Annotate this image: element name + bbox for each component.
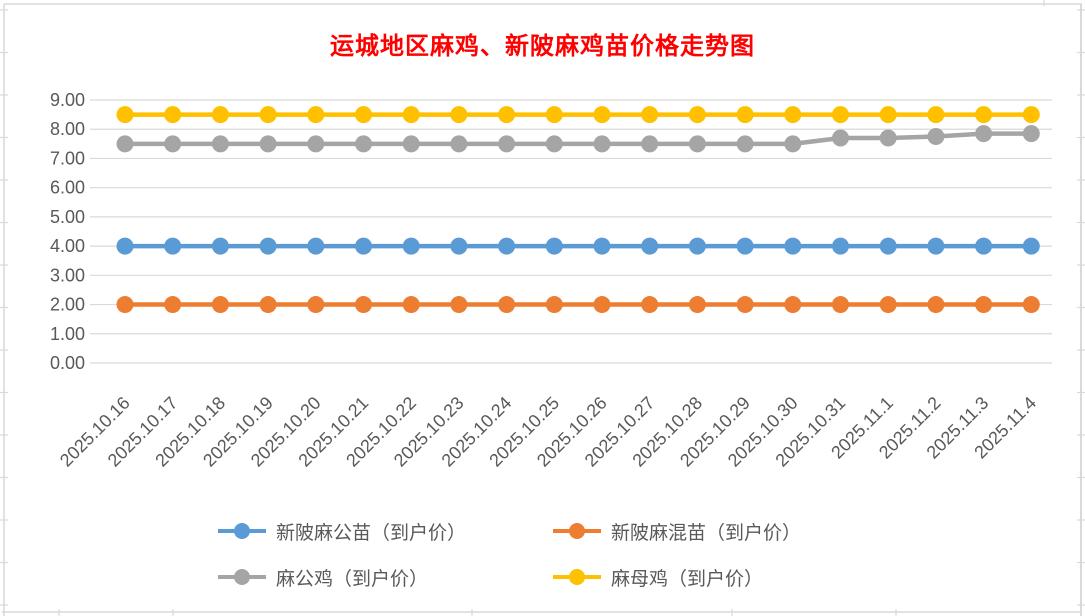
series-point-3	[879, 106, 897, 124]
y-axis-tick-label: 8.00	[50, 119, 85, 139]
series-point-2	[211, 135, 229, 153]
series-point-2	[498, 135, 516, 153]
series-point-0	[259, 237, 277, 255]
series-point-1	[593, 296, 611, 314]
series-point-1	[1022, 296, 1040, 314]
series-point-2	[975, 125, 993, 143]
series-point-1	[211, 296, 229, 314]
series-point-0	[1022, 237, 1040, 255]
series-point-3	[164, 106, 182, 124]
series-point-0	[927, 237, 945, 255]
series-point-2	[545, 135, 563, 153]
series-point-0	[975, 237, 993, 255]
series-point-0	[164, 237, 182, 255]
series-point-2	[927, 128, 945, 146]
series-point-2	[259, 135, 277, 153]
series-point-2	[832, 129, 849, 147]
series-point-0	[832, 237, 849, 255]
series-point-2	[116, 135, 134, 153]
y-axis-tick-label: 7.00	[50, 148, 85, 168]
series-point-0	[450, 237, 468, 255]
series-point-1	[498, 296, 516, 314]
chart-title: 运城地区麻鸡、新陂麻鸡苗价格走势图	[330, 34, 755, 60]
series-point-0	[641, 237, 659, 255]
series-point-1	[307, 296, 325, 314]
series-point-1	[736, 296, 754, 314]
series-point-2	[450, 135, 468, 153]
series-point-3	[355, 106, 372, 124]
series-point-0	[736, 237, 754, 255]
y-axis-tick-label: 6.00	[50, 178, 85, 198]
series-point-3	[736, 106, 754, 124]
series-point-2	[355, 135, 372, 153]
series-point-1	[355, 296, 372, 314]
series-point-2	[879, 129, 897, 147]
series-point-1	[545, 296, 563, 314]
series-point-0	[355, 237, 372, 255]
series-point-2	[688, 135, 706, 153]
series-point-2	[736, 135, 754, 153]
y-axis-tick-label: 2.00	[50, 295, 85, 315]
series-point-2	[307, 135, 325, 153]
series-point-3	[211, 106, 229, 124]
series-point-1	[784, 296, 802, 314]
series-point-2	[1022, 125, 1040, 143]
series-point-1	[879, 296, 897, 314]
series-point-1	[450, 296, 468, 314]
series-point-1	[259, 296, 277, 314]
y-axis-tick-label: 5.00	[50, 207, 85, 227]
y-axis-tick-label: 0.00	[50, 353, 85, 373]
series-point-3	[832, 106, 849, 124]
series-point-3	[498, 106, 516, 124]
series-point-0	[688, 237, 706, 255]
series-point-3	[402, 106, 420, 124]
y-axis-tick-label: 1.00	[50, 324, 85, 344]
series-point-0	[593, 237, 611, 255]
series-point-0	[307, 237, 325, 255]
series-point-2	[641, 135, 659, 153]
series-point-3	[975, 106, 993, 124]
series-point-3	[259, 106, 277, 124]
series-point-1	[116, 296, 134, 314]
series-point-0	[211, 237, 229, 255]
series-point-0	[879, 237, 897, 255]
series-point-1	[688, 296, 706, 314]
series-point-3	[1022, 106, 1040, 124]
y-axis-tick-label: 9.00	[50, 90, 85, 110]
series-point-0	[498, 237, 516, 255]
series-point-3	[307, 106, 325, 124]
series-point-0	[402, 237, 420, 255]
series-point-3	[641, 106, 659, 124]
series-point-3	[116, 106, 134, 124]
series-point-3	[688, 106, 706, 124]
series-point-2	[164, 135, 182, 153]
series-point-1	[832, 296, 849, 314]
series-point-0	[784, 237, 802, 255]
series-point-2	[402, 135, 420, 153]
series-point-3	[450, 106, 468, 124]
series-point-3	[784, 106, 802, 124]
series-point-0	[545, 237, 563, 255]
y-axis-tick-label: 4.00	[50, 236, 85, 256]
series-point-1	[641, 296, 659, 314]
series-point-2	[784, 135, 802, 153]
series-point-2	[593, 135, 611, 153]
series-point-1	[975, 296, 993, 314]
series-point-0	[116, 237, 134, 255]
y-axis-tick-label: 3.00	[50, 265, 85, 285]
series-point-1	[402, 296, 420, 314]
series-point-3	[593, 106, 611, 124]
series-point-1	[927, 296, 945, 314]
series-point-3	[545, 106, 563, 124]
series-point-3	[927, 106, 945, 124]
series-point-1	[164, 296, 182, 314]
